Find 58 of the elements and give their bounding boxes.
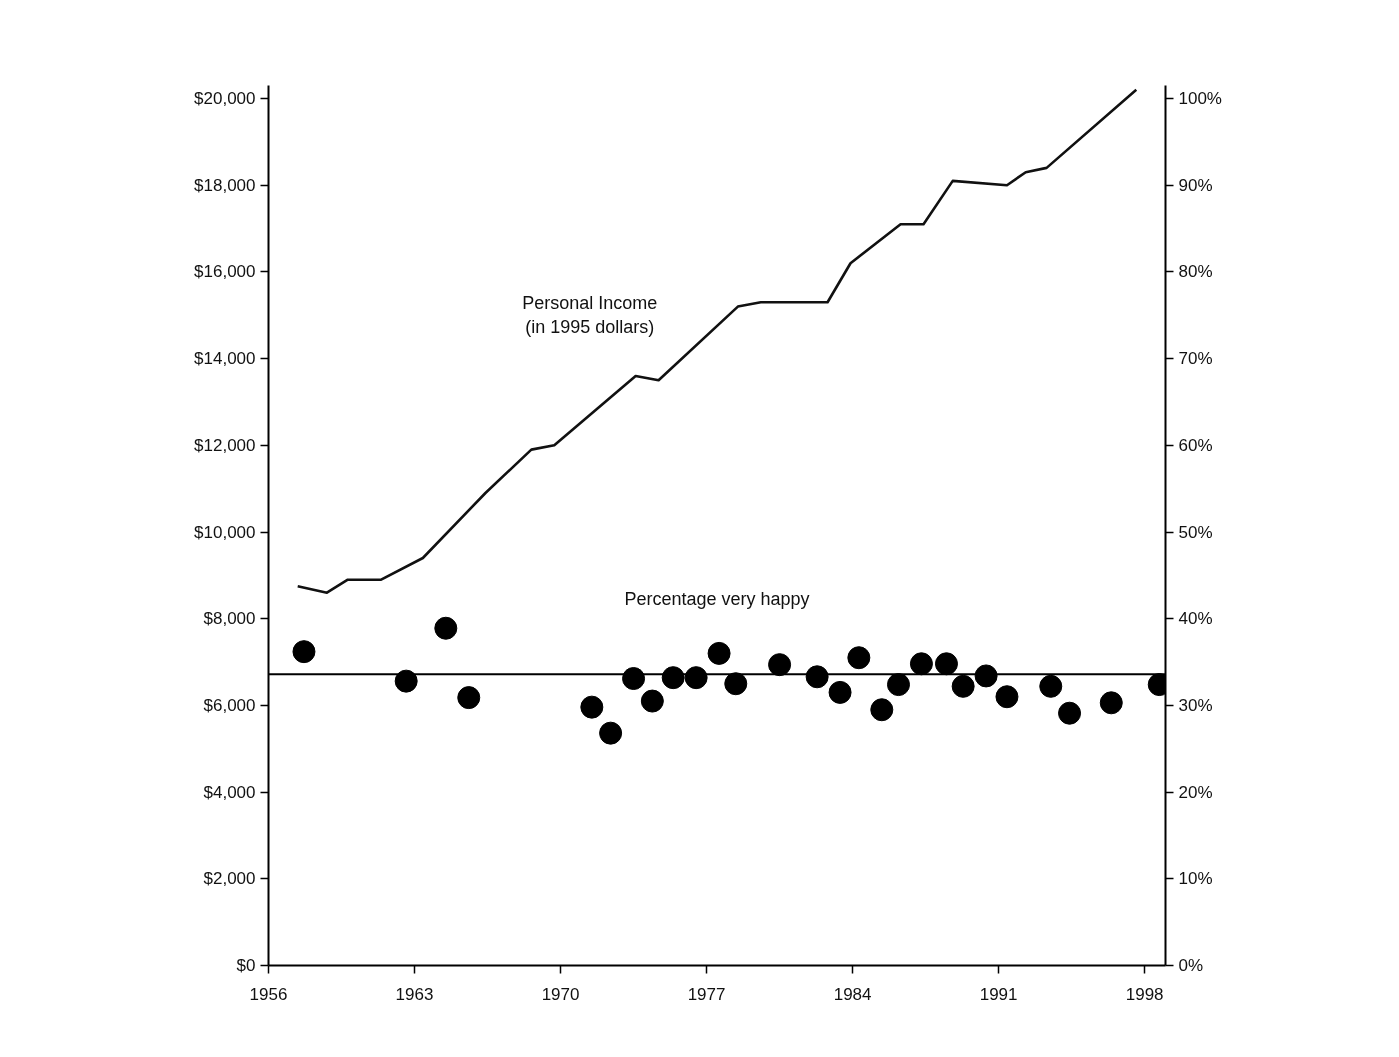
y2-tick-label: 80% — [1178, 262, 1213, 282]
point — [934, 652, 958, 676]
point — [1099, 691, 1123, 715]
y2-tick-label: 0% — [1178, 956, 1204, 975]
point — [1058, 701, 1082, 725]
y-tick-label: $16,000 — [194, 262, 256, 282]
y2-tick-label: 40% — [1178, 609, 1213, 629]
y-tick-label: $8,000 — [203, 609, 256, 629]
point — [847, 646, 871, 670]
y2-tick-label: 30% — [1178, 695, 1213, 715]
y2-tick-label: 90% — [1178, 175, 1213, 195]
point — [707, 641, 731, 665]
x-tick-label: 1963 — [395, 984, 434, 1004]
point — [394, 669, 418, 693]
y-tick-label: $14,000 — [194, 349, 256, 369]
point — [1039, 674, 1063, 698]
y-tick-label: $10,000 — [194, 522, 256, 542]
x-tick-label: 1984 — [833, 984, 872, 1004]
y-tick-label: $20,000 — [194, 89, 256, 108]
y2-tick-label: 10% — [1178, 869, 1213, 889]
x-tick-label: 1998 — [1125, 984, 1164, 1004]
y2-tick-label: 50% — [1178, 522, 1213, 542]
y2-tick-label: 20% — [1178, 782, 1213, 802]
point — [724, 672, 748, 696]
y-tick-label: $0 — [236, 956, 256, 975]
x-tick-label: 1970 — [541, 984, 580, 1004]
y2-tick-label: 100% — [1178, 89, 1222, 108]
point — [457, 686, 481, 710]
y2-tick-label: 60% — [1178, 435, 1213, 455]
point — [805, 665, 829, 689]
y-tick-label: $12,000 — [194, 435, 256, 455]
y-tick-label: $6,000 — [203, 695, 256, 715]
point — [661, 666, 685, 690]
line-series — [296, 88, 1138, 594]
point — [909, 652, 933, 676]
point — [684, 666, 708, 690]
point — [580, 695, 604, 719]
point — [292, 640, 316, 664]
point — [886, 673, 910, 697]
y-tick-label: $4,000 — [203, 782, 256, 802]
x-tick-label: 1991 — [979, 984, 1018, 1004]
series-label: Personal Income (in 1995 dollars) — [522, 292, 658, 337]
text: Percentage very happy — [624, 589, 810, 610]
point — [599, 721, 623, 745]
x-tick-label: 1977 — [687, 984, 726, 1004]
point — [951, 674, 975, 698]
y-tick-label: $2,000 — [203, 869, 256, 889]
point — [995, 685, 1019, 709]
point — [870, 698, 894, 722]
y2-tick-label: 70% — [1178, 349, 1213, 369]
x-tick-label: 1956 — [249, 984, 288, 1004]
point — [640, 689, 664, 713]
y-tick-label: $18,000 — [194, 175, 256, 195]
point — [768, 653, 792, 677]
point — [622, 667, 646, 690]
point — [434, 616, 458, 640]
point — [974, 664, 998, 688]
point — [828, 680, 852, 704]
